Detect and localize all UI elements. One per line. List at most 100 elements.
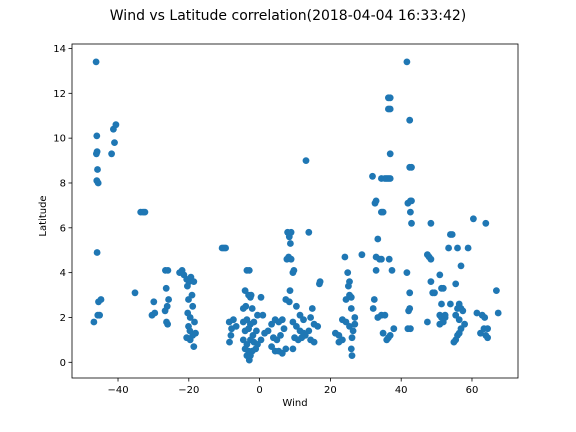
x-tick-label-2: 0 bbox=[256, 385, 262, 396]
data-point-160 bbox=[349, 327, 357, 335]
data-point-183 bbox=[386, 332, 394, 339]
data-point-112 bbox=[287, 228, 295, 236]
data-point-222 bbox=[436, 271, 444, 279]
data-point-234 bbox=[448, 231, 456, 238]
data-point-6 bbox=[94, 179, 102, 187]
data-point-27 bbox=[165, 296, 173, 303]
data-point-195 bbox=[386, 150, 394, 158]
data-point-241 bbox=[455, 316, 463, 324]
data-point-31 bbox=[163, 318, 170, 326]
x-tick-label-1: −20 bbox=[178, 385, 199, 396]
data-point-11 bbox=[96, 311, 103, 319]
data-point-194 bbox=[386, 105, 394, 113]
data-point-158 bbox=[347, 305, 355, 312]
data-point-154 bbox=[345, 282, 352, 290]
data-point-258 bbox=[482, 219, 490, 227]
data-point-3 bbox=[93, 150, 100, 158]
data-point-236 bbox=[452, 280, 460, 288]
data-point-247 bbox=[455, 329, 463, 337]
data-point-208 bbox=[403, 269, 411, 276]
data-point-1 bbox=[93, 132, 101, 140]
data-point-52 bbox=[183, 334, 191, 342]
data-point-175 bbox=[370, 296, 378, 303]
y-tick-label-7: 14 bbox=[53, 44, 66, 55]
data-point-230 bbox=[439, 318, 447, 326]
data-point-213 bbox=[407, 325, 414, 333]
data-point-216 bbox=[427, 255, 435, 263]
data-point-95 bbox=[247, 291, 255, 299]
points-layer bbox=[90, 58, 502, 364]
data-point-256 bbox=[481, 314, 489, 321]
data-point-124 bbox=[300, 316, 307, 324]
data-point-9 bbox=[97, 296, 105, 303]
data-point-152 bbox=[344, 269, 352, 276]
data-point-162 bbox=[348, 334, 356, 342]
x-tick-label-4: 40 bbox=[395, 385, 408, 396]
data-point-190 bbox=[386, 175, 394, 182]
data-point-257 bbox=[484, 325, 491, 333]
data-point-29 bbox=[161, 307, 169, 315]
data-point-14 bbox=[112, 121, 120, 129]
data-point-119 bbox=[282, 296, 290, 303]
data-point-91 bbox=[254, 311, 261, 319]
data-point-103 bbox=[280, 325, 288, 333]
data-point-20 bbox=[131, 289, 139, 297]
data-point-23 bbox=[150, 298, 158, 306]
data-point-99 bbox=[278, 316, 286, 324]
data-point-203 bbox=[408, 197, 415, 205]
data-point-148 bbox=[335, 338, 343, 346]
data-point-75 bbox=[245, 325, 253, 333]
data-point-50 bbox=[192, 329, 199, 337]
data-point-15 bbox=[108, 150, 115, 158]
data-point-42 bbox=[189, 302, 197, 310]
data-point-83 bbox=[257, 336, 265, 344]
data-point-136 bbox=[307, 314, 314, 321]
data-point-139 bbox=[314, 323, 322, 330]
data-point-44 bbox=[186, 314, 194, 321]
data-point-77 bbox=[253, 327, 260, 335]
data-point-209 bbox=[406, 289, 414, 297]
data-point-231 bbox=[441, 311, 449, 319]
data-point-109 bbox=[264, 327, 272, 335]
data-point-196 bbox=[385, 255, 393, 263]
data-point-39 bbox=[184, 282, 191, 290]
x-axis-label: Wind bbox=[282, 398, 307, 409]
data-point-261 bbox=[494, 309, 502, 317]
data-point-4 bbox=[94, 166, 101, 173]
data-point-260 bbox=[493, 287, 500, 294]
data-point-192 bbox=[386, 94, 394, 102]
data-point-211 bbox=[405, 307, 412, 315]
y-tick-label-6: 12 bbox=[53, 89, 66, 100]
data-point-135 bbox=[305, 228, 313, 236]
data-point-134 bbox=[302, 157, 310, 165]
data-point-45 bbox=[191, 318, 198, 326]
data-point-239 bbox=[454, 305, 461, 312]
data-point-73 bbox=[250, 318, 258, 326]
data-point-220 bbox=[429, 289, 437, 297]
data-point-117 bbox=[286, 287, 294, 294]
data-point-180 bbox=[379, 329, 387, 337]
data-point-19 bbox=[141, 208, 149, 216]
data-point-167 bbox=[369, 172, 376, 180]
data-point-38 bbox=[190, 278, 198, 285]
data-point-242 bbox=[459, 307, 467, 315]
data-point-197 bbox=[388, 267, 396, 274]
data-point-170 bbox=[374, 235, 382, 243]
data-point-199 bbox=[403, 58, 411, 66]
data-point-12 bbox=[90, 318, 98, 326]
data-point-87 bbox=[252, 345, 260, 353]
data-point-263 bbox=[477, 329, 484, 337]
data-point-262 bbox=[473, 309, 481, 317]
y-tick-label-1: 2 bbox=[60, 313, 66, 324]
y-tick-label-5: 10 bbox=[53, 134, 66, 145]
data-point-161 bbox=[351, 320, 359, 328]
data-point-141 bbox=[316, 280, 323, 288]
data-point-22 bbox=[151, 309, 159, 317]
y-tick-label-4: 8 bbox=[60, 178, 66, 189]
data-point-163 bbox=[347, 345, 355, 353]
data-point-59 bbox=[230, 316, 237, 324]
data-point-217 bbox=[427, 219, 435, 227]
data-point-251 bbox=[464, 244, 472, 252]
data-point-7 bbox=[93, 249, 101, 256]
